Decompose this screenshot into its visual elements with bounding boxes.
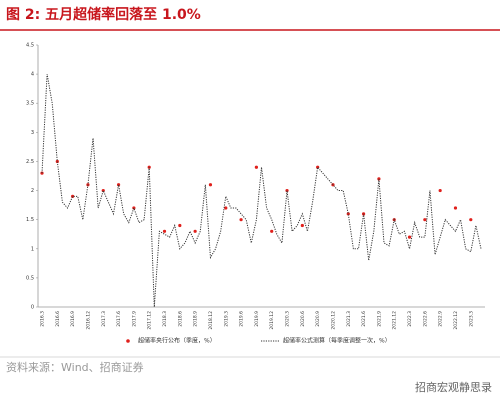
x-tick-label: 2019.3 — [223, 311, 229, 327]
x-tick-label: 2022.6 — [422, 311, 428, 327]
source: 资料来源：Wind、招商证券 — [6, 360, 144, 374]
x-tick-label: 2022.12 — [453, 311, 459, 330]
x-tick-label: 2017.6 — [116, 311, 122, 327]
data-line — [41, 74, 482, 308]
x-tick-label: 2020.3 — [285, 311, 291, 327]
data-point — [162, 229, 167, 233]
x-tick-label: 2018.12 — [208, 311, 214, 330]
y-tick-label: 3.5 — [26, 101, 34, 107]
x-tick-label: 2019.9 — [254, 311, 260, 327]
data-point — [224, 206, 228, 210]
y-tick-label: 3 — [31, 130, 34, 136]
y-tick-label: 0.5 — [26, 275, 34, 281]
legend-label: 超储率央行公布（季度，%） — [138, 337, 216, 345]
data-point — [453, 206, 458, 210]
x-tick-label: 2021.12 — [392, 311, 398, 330]
x-tick-label: 2017.3 — [101, 311, 107, 327]
x-tick-label: 2022.9 — [438, 311, 444, 327]
data-point — [208, 183, 213, 187]
data-point — [193, 229, 197, 233]
x-tick-label: 2021.9 — [376, 311, 382, 327]
data-point — [300, 223, 304, 228]
data-point — [438, 188, 442, 193]
x-tick-label: 2019.6 — [239, 311, 245, 327]
data-point — [469, 218, 473, 222]
data-point — [116, 183, 121, 187]
data-point — [346, 212, 350, 216]
x-tick-label: 2016.3 — [40, 311, 46, 327]
x-tick-label: 2021.6 — [361, 311, 367, 327]
data-point — [239, 218, 243, 222]
x-tick-label: 2020.6 — [300, 311, 306, 327]
y-tick-label: 2 — [31, 188, 34, 194]
x-tick-label: 2018.3 — [162, 311, 168, 327]
data-point — [407, 235, 412, 239]
x-tick-label: 2016.12 — [85, 311, 91, 330]
legend-swatch — [126, 339, 130, 343]
x-tick-label: 2019.12 — [269, 311, 275, 330]
x-tick-label: 2018.6 — [177, 311, 183, 327]
y-tick-label: 2.5 — [26, 159, 34, 165]
data-point — [285, 188, 289, 193]
x-tick-label: 2017.9 — [131, 311, 137, 327]
data-point — [254, 165, 258, 169]
data-point — [270, 229, 274, 233]
x-tick-label: 2022.3 — [407, 311, 413, 327]
data-point — [55, 159, 59, 164]
y-tick-label: 1.5 — [26, 217, 34, 223]
legend-label: 超储率公式测算（每季度调整一次，%） — [283, 337, 391, 345]
x-tick-label: 2018.9 — [193, 311, 199, 327]
watermark: 招商宏观静思录 — [415, 380, 492, 394]
y-tick-label: 0 — [31, 305, 34, 311]
x-tick-label: 2016.6 — [55, 311, 61, 327]
x-tick-label: 2023.3 — [468, 311, 474, 327]
y-tick-label: 1 — [31, 246, 34, 252]
x-tick-label: 2021.3 — [346, 311, 352, 327]
x-tick-label: 2020.9 — [315, 311, 321, 327]
x-tick-label: 2020.12 — [330, 311, 336, 330]
y-tick-label: 4.5 — [26, 43, 34, 49]
data-point — [178, 223, 182, 228]
x-tick-label: 2016.9 — [70, 311, 76, 327]
data-point — [423, 218, 427, 222]
chart-title: 图 2: 五月超储率回落至 1.0% — [6, 6, 201, 23]
y-tick-label: 4 — [31, 72, 34, 78]
x-tick-label: 2017.12 — [147, 311, 153, 330]
